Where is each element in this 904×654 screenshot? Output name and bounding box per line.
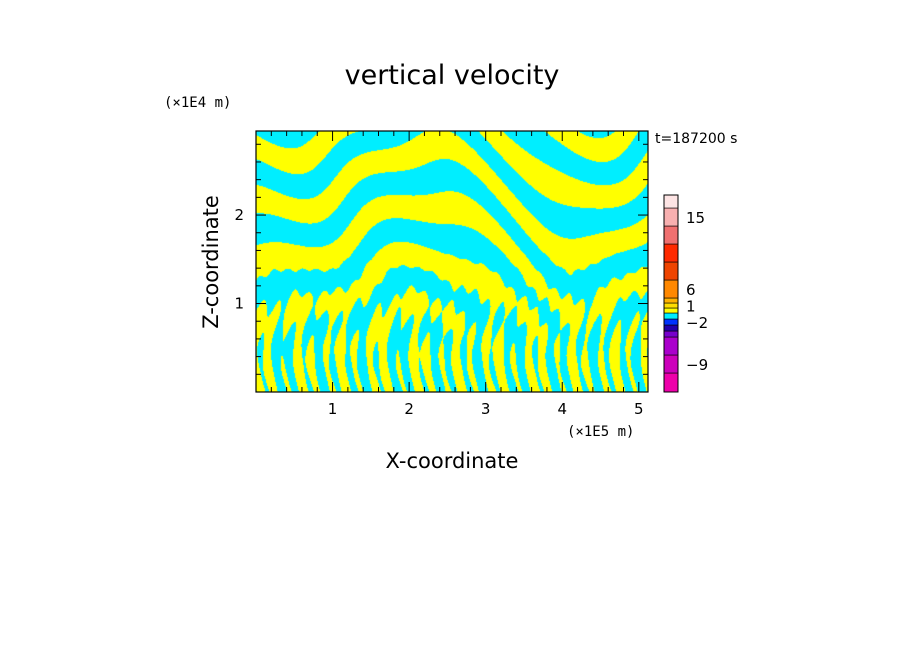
colorbar-label: −9 — [686, 356, 708, 374]
colorbar-label: 15 — [686, 209, 705, 227]
time-label: t=187200 s — [655, 131, 737, 147]
colorbar-level — [663, 243, 679, 263]
x-tick-label: 5 — [634, 400, 644, 418]
axis-ticks: 1 2 3 4 5 1 2 — [234, 131, 648, 418]
colorbar-level — [663, 194, 679, 209]
colorbar-level — [663, 354, 679, 374]
x-axis-label: X-coordinate — [386, 449, 519, 473]
colorbar-level — [663, 225, 679, 245]
chart-title: vertical velocity — [345, 60, 560, 91]
colorbar-level — [663, 330, 679, 338]
y-tick-label: 2 — [234, 206, 244, 224]
colorbar-label: 1 — [686, 298, 696, 316]
colorbar-level — [663, 279, 679, 299]
colorbar-frame — [663, 194, 679, 393]
y-axis-label: Z-coordinate — [199, 195, 223, 329]
colorbar-level — [663, 261, 679, 281]
x-multiplier-label: (×1E5 m) — [567, 424, 634, 440]
x-tick-label: 3 — [481, 400, 491, 418]
colorbar-level — [663, 336, 679, 356]
y-multiplier-label: (×1E4 m) — [164, 95, 231, 111]
velocity-field-image — [256, 131, 648, 392]
x-tick-label: 4 — [557, 400, 567, 418]
colorbar-level — [663, 307, 679, 314]
colorbar-level — [663, 297, 679, 304]
y-tick-label: 1 — [234, 295, 244, 313]
colorbar-level — [663, 318, 679, 326]
colorbar: 15 61−2 −9 — [663, 194, 708, 393]
colorbar-level — [663, 324, 679, 332]
x-tick-label: 1 — [328, 400, 338, 418]
colorbar-label: 6 — [686, 281, 696, 299]
colorbar-level — [663, 207, 679, 227]
colorbar-label: −2 — [686, 314, 708, 332]
colorbar-level — [663, 372, 679, 393]
velocity-field — [256, 131, 648, 392]
x-tick-label: 2 — [404, 400, 414, 418]
colorbar-level — [663, 302, 679, 309]
colorbar-level — [663, 312, 679, 320]
plot-frame — [255, 130, 649, 393]
